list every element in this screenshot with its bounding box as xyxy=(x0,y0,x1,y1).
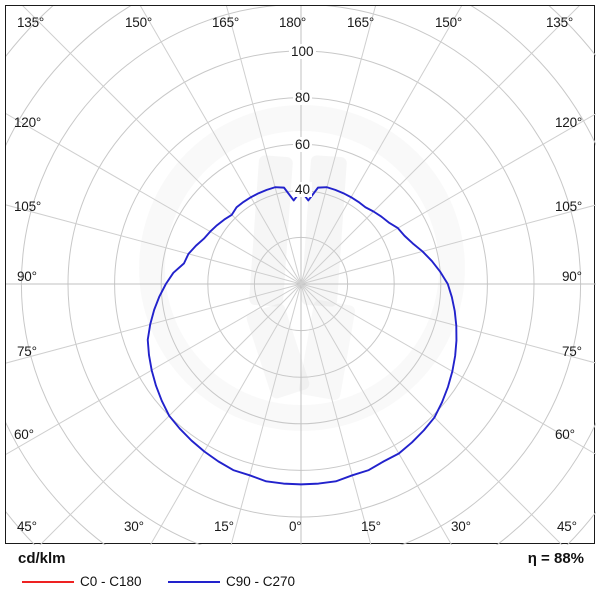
radial-scale-label-2: 60 xyxy=(293,137,313,152)
legend-label-c0-c180: C0 - C180 xyxy=(80,574,142,589)
unit-label: cd/klm xyxy=(18,550,66,567)
curve-layer xyxy=(146,186,458,486)
top-angle-label-0: 135° xyxy=(17,15,45,30)
curve-c90-c270 xyxy=(146,186,458,486)
top-angle-label-4: 165° xyxy=(347,15,375,30)
legend: cd/klm η = 88% C0 - C180 C90 - C270 xyxy=(0,544,600,600)
left-angle-label-2: 90° xyxy=(17,269,37,284)
top-angle-label-5: 150° xyxy=(435,15,463,30)
legend-label-c90-c270: C90 - C270 xyxy=(226,574,296,589)
legend-swatch-c90-c270 xyxy=(168,580,220,583)
bottom-angle-label-5: 30° xyxy=(451,519,471,534)
left-angle-label-1: 105° xyxy=(14,199,42,214)
right-angle-label-1: 105° xyxy=(555,199,583,214)
legend-item-c90-c270[interactable]: C90 - C270 xyxy=(168,574,295,589)
legend-swatch-c0-c180 xyxy=(22,580,74,583)
bottom-angle-label-6: 45° xyxy=(557,519,577,534)
plot-frame: 135° 150° 165° 180° 165° 150° 135° 120° 105° 90°… xyxy=(5,5,596,545)
top-angle-label-2: 165° xyxy=(212,15,240,30)
bottom-angle-label-0: 45° xyxy=(17,519,37,534)
top-angle-label-3: 180° xyxy=(279,15,307,30)
right-angle-label-0: 120° xyxy=(555,115,583,130)
watermark xyxy=(152,118,452,418)
bottom-angle-label-4: 15° xyxy=(361,519,381,534)
radial-scale-label-1: 80 xyxy=(293,90,313,105)
left-angle-label-0: 120° xyxy=(14,115,42,130)
bottom-angle-label-2: 15° xyxy=(214,519,234,534)
efficiency-label: η = 88% xyxy=(527,550,584,567)
top-angle-label-1: 150° xyxy=(125,15,153,30)
left-angle-label-3: 75° xyxy=(17,344,37,359)
right-angle-label-4: 60° xyxy=(555,427,575,442)
radial-scale-label-0: 100 xyxy=(289,44,316,59)
grid-spokes xyxy=(6,6,596,545)
left-angle-label-4: 60° xyxy=(14,427,34,442)
polar-grid-and-curves xyxy=(6,6,596,545)
right-angle-label-2: 90° xyxy=(562,269,582,284)
right-angle-label-3: 75° xyxy=(562,344,582,359)
bottom-angle-label-1: 30° xyxy=(124,519,144,534)
top-angle-label-6: 135° xyxy=(546,15,574,30)
legend-item-c0-c180[interactable]: C0 - C180 xyxy=(22,574,142,589)
bottom-angle-label-3: 0° xyxy=(289,519,302,534)
radial-scale-label-3: 40 xyxy=(293,182,313,197)
